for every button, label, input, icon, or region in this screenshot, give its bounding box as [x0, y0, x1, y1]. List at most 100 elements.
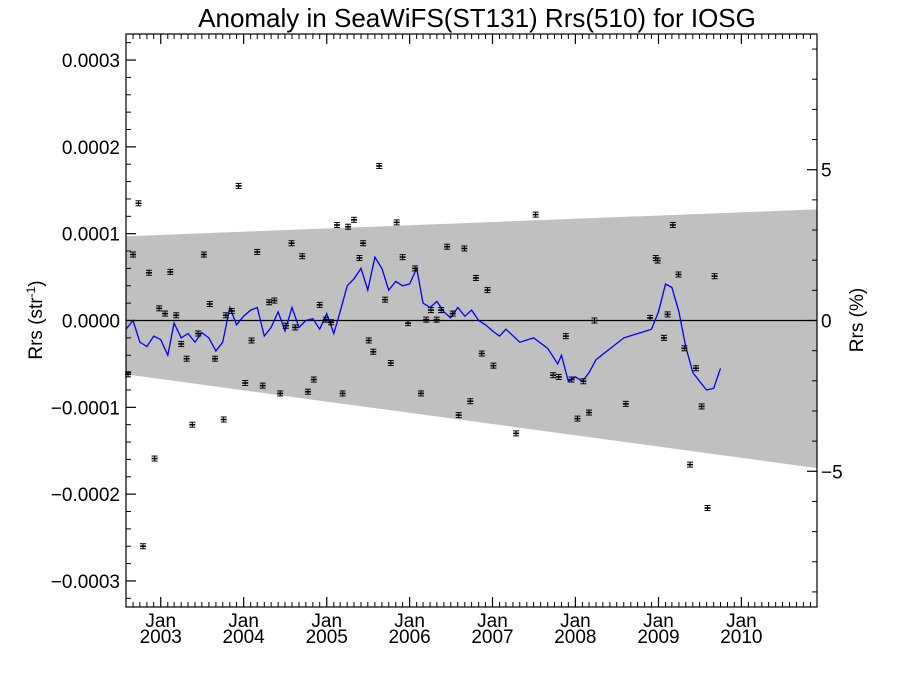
y-axis-label-superscript: -1 — [24, 286, 38, 297]
data-point — [333, 222, 340, 228]
x-tick-label-year: 2009 — [637, 627, 679, 648]
data-point — [271, 297, 278, 304]
data-point — [669, 222, 676, 228]
data-point — [135, 200, 142, 207]
data-point — [140, 543, 147, 550]
data-point — [151, 455, 158, 462]
data-point — [310, 376, 317, 383]
y-tick-label: 0.0003 — [62, 51, 120, 72]
data-point — [178, 340, 185, 347]
data-point — [162, 310, 169, 317]
trend-line — [125, 255, 722, 391]
data-point — [304, 388, 311, 395]
y-axis-label-tail: ) — [26, 280, 47, 286]
data-point — [687, 461, 694, 468]
data-point — [704, 505, 711, 512]
data-point — [467, 398, 474, 405]
y2-axis-label: Rrs (%) — [847, 288, 868, 352]
data-point — [532, 211, 539, 218]
data-point — [449, 310, 456, 317]
data-point — [399, 254, 406, 261]
data-point — [167, 268, 174, 275]
data-point — [478, 350, 485, 357]
chart-title: Anomaly in SeaWiFS(ST131) Rrs(510) for I… — [198, 3, 756, 33]
data-point — [360, 240, 367, 247]
data-point — [647, 314, 654, 321]
data-point — [387, 360, 394, 367]
data-point — [376, 162, 383, 169]
data-point — [220, 416, 227, 423]
data-point — [393, 219, 400, 226]
data-point — [356, 254, 363, 261]
x-tick-label-month: Jan — [560, 611, 591, 632]
data-point — [130, 251, 137, 258]
data-point — [664, 311, 671, 318]
data-point — [461, 245, 468, 252]
x-tick-label-month: Jan — [726, 611, 757, 632]
data-point — [412, 265, 419, 272]
x-tick-label-year: 2006 — [388, 627, 430, 648]
x-tick-label-year: 2008 — [554, 627, 596, 648]
data-point — [183, 355, 190, 362]
x-tick-label-month: Jan — [394, 611, 425, 632]
data-point — [288, 240, 295, 247]
y-tick-label: 0.0001 — [62, 225, 120, 246]
data-point — [692, 365, 699, 372]
data-point — [555, 373, 562, 380]
data-point — [328, 319, 335, 326]
data-point — [350, 216, 357, 223]
data-point — [423, 316, 430, 323]
data-point — [711, 273, 718, 280]
data-point — [206, 301, 213, 308]
data-point — [660, 334, 667, 341]
data-point — [200, 251, 207, 258]
y2-tick-label: 5 — [821, 161, 832, 182]
data-point — [417, 390, 424, 397]
y-tick-label: −0.0002 — [51, 485, 120, 506]
data-point — [562, 333, 569, 340]
y2-tick-label: 0 — [821, 312, 832, 333]
x-tick-label-month: Jan — [311, 611, 342, 632]
data-point — [568, 376, 575, 383]
x-tick-label-month: Jan — [477, 611, 508, 632]
data-point — [222, 312, 229, 319]
data-point — [681, 345, 688, 352]
data-point — [433, 316, 440, 323]
data-point — [698, 403, 705, 410]
data-point — [622, 400, 629, 407]
data-point — [365, 337, 372, 344]
x-tick-label-year: 2010 — [720, 627, 762, 648]
data-point — [654, 257, 661, 264]
data-point — [427, 307, 434, 314]
y-axis-label-main: Rrs (str — [26, 297, 47, 360]
data-point — [580, 378, 587, 385]
data-point — [299, 253, 306, 260]
data-point — [156, 305, 163, 312]
data-point — [322, 316, 329, 323]
data-point — [248, 337, 255, 344]
y-tick-label: −0.0001 — [51, 398, 120, 419]
y2-tick-label: −5 — [821, 462, 843, 483]
data-point — [235, 182, 242, 189]
data-point — [282, 322, 289, 329]
data-point — [675, 271, 682, 278]
uncertainty-band — [126, 209, 817, 469]
data-point — [455, 412, 462, 419]
data-point — [382, 296, 389, 303]
y-tick-label: 0.0000 — [62, 312, 120, 333]
x-tick-label-month: Jan — [643, 611, 674, 632]
plot-area: −0.0003 −0.0002 −0.0001 0.0000 0.0001 0.0002 0… — [51, 33, 843, 648]
data-point — [242, 380, 249, 387]
x-tick-label-month: Jan — [228, 611, 259, 632]
data-point — [438, 307, 445, 314]
data-point — [292, 324, 299, 331]
data-point — [490, 362, 497, 369]
x-tick-label-year: 2004 — [222, 627, 265, 648]
y-axis-label: Rrs (str-1) — [24, 280, 47, 359]
data-point — [444, 243, 451, 250]
data-point — [266, 299, 273, 306]
y-tick-label: −0.0003 — [51, 572, 120, 593]
y-tick-label: 0.0002 — [62, 138, 120, 159]
